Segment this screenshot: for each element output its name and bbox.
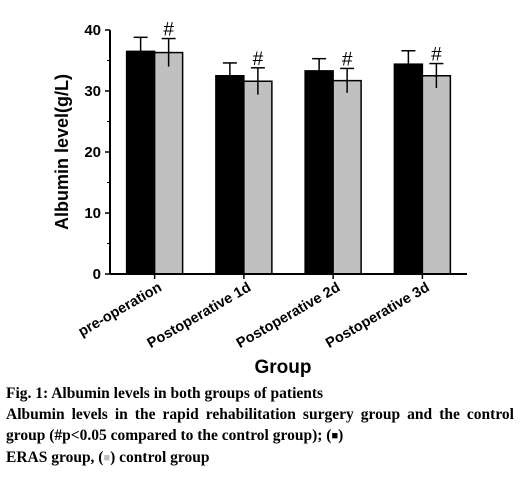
x-tick-label-0: pre-operation (76, 280, 165, 341)
y-ticks-layer: 0 10 20 30 40 (84, 22, 110, 283)
caption-body-close: ) (338, 427, 344, 444)
caption-body-text: Albumin levels in the rapid rehabilitati… (6, 406, 514, 444)
y-tick-label-2: 20 (84, 144, 101, 161)
significance-marker-3: # (431, 45, 442, 66)
y-tick-label-0: 0 (93, 266, 101, 283)
bar-s0-0 (125, 50, 156, 275)
bar-s0-2 (304, 70, 334, 275)
y-axis-label: Albumin level(g/L) (52, 74, 72, 230)
y-tick-label-4: 40 (84, 22, 101, 39)
bar-s1-1 (243, 80, 273, 275)
bar-s1-3 (421, 75, 452, 275)
significance-marker-2: # (342, 49, 353, 70)
bar-s0-3 (393, 63, 424, 275)
bars-layer (125, 50, 452, 275)
figure-caption: Fig. 1: Albumin levels in both groups of… (6, 383, 514, 469)
caption-body: Albumin levels in the rapid rehabilitati… (6, 404, 514, 447)
y-tick-label-1: 10 (84, 205, 101, 222)
significance-marker-1: # (253, 49, 264, 70)
significance-markers-layer: # # # # (163, 20, 442, 71)
y-tick-label-3: 30 (84, 83, 101, 100)
albumin-bar-chart: # # # # 0 10 20 30 40 pre-operationPostoperativ… (52, 20, 467, 378)
legend-control-swatch-icon: ■ (103, 452, 111, 464)
legend-control-label: ) control group (110, 449, 210, 466)
error-bars-layer (133, 36, 444, 95)
x-axis-label: Group (255, 357, 312, 378)
bar-s1-2 (332, 79, 362, 275)
legend-eras-label: ERAS group, ( (6, 449, 104, 466)
bar-s0-1 (215, 75, 245, 275)
caption-legend: ERAS group, (■) control group (6, 447, 514, 469)
caption-title: Fig. 1: Albumin levels in both groups of… (6, 385, 324, 402)
significance-marker-0: # (163, 20, 174, 41)
bar-s1-0 (153, 51, 184, 275)
legend-eras-swatch-icon: ■ (331, 430, 339, 442)
